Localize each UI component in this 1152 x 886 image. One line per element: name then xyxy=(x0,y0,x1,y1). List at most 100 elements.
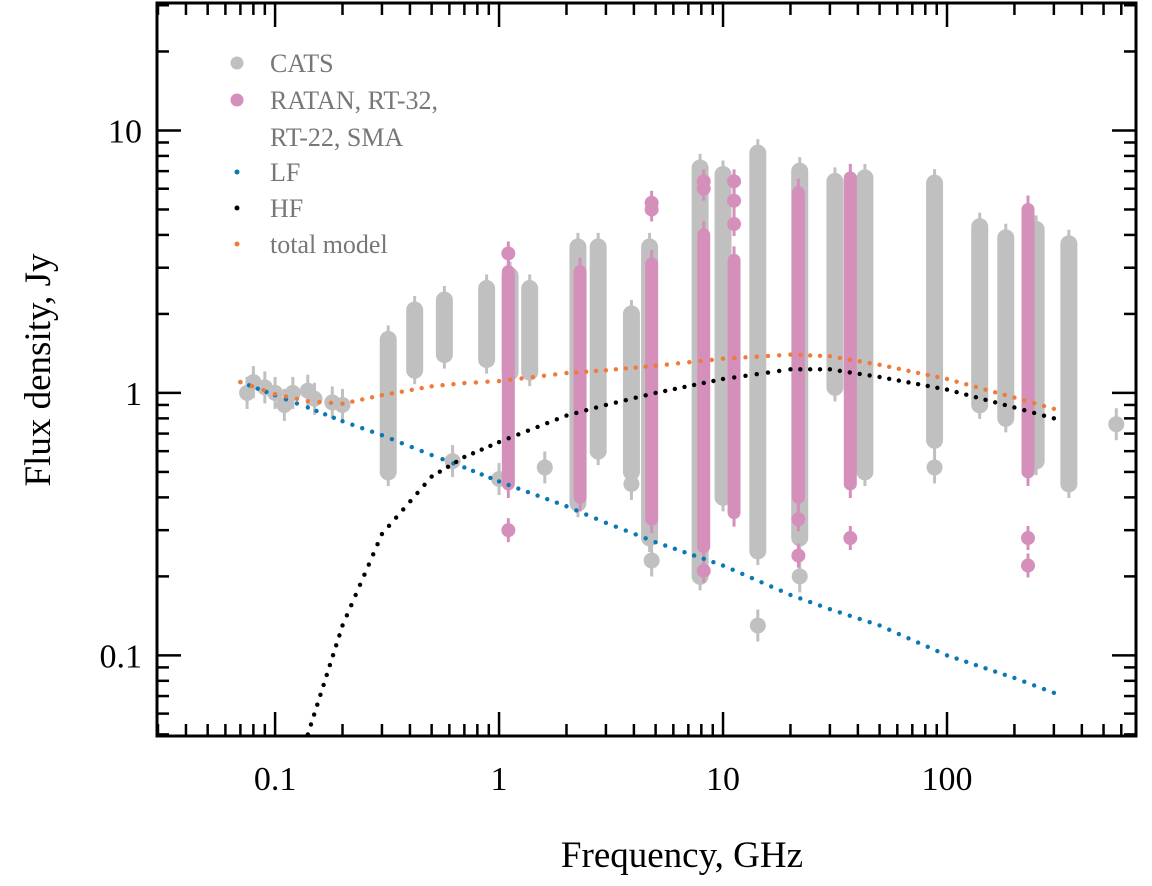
y-axis-label: Flux density, Jy xyxy=(18,253,59,486)
ratan-point xyxy=(727,193,742,208)
lf-model-point xyxy=(331,415,337,421)
hf-model-point xyxy=(357,582,363,588)
lf-model-point xyxy=(294,401,300,406)
lf-model-point xyxy=(798,596,803,601)
lf-model-point xyxy=(440,456,445,462)
lf-model-point xyxy=(419,448,424,454)
hf-model-point xyxy=(415,490,420,496)
hf-model-point xyxy=(1041,413,1047,418)
ratan-point xyxy=(727,174,742,189)
total-model-point xyxy=(867,360,872,366)
lf-model-point xyxy=(711,559,716,565)
total-model-point xyxy=(584,369,589,374)
cats-point xyxy=(276,396,293,413)
lf-model-point xyxy=(584,512,589,517)
lf-model-point xyxy=(827,606,833,612)
hf-model-point xyxy=(315,702,320,707)
hf-model-point xyxy=(437,469,443,474)
y-tick-label: 1 xyxy=(125,376,142,413)
hf-model-point xyxy=(867,373,872,378)
total-model-point xyxy=(541,373,547,378)
hf-model-point xyxy=(827,367,833,372)
lf-model-point xyxy=(877,623,882,628)
cats-point xyxy=(1108,416,1125,433)
ratan-point xyxy=(696,181,711,196)
total-model-point xyxy=(429,384,434,389)
hf-model-point xyxy=(983,397,988,403)
lf-model-point xyxy=(691,553,697,558)
hf-model-point xyxy=(349,602,354,608)
total-model-point xyxy=(249,383,255,389)
ratan-point xyxy=(696,563,711,578)
lf-model-point xyxy=(857,616,862,622)
hf-model-point xyxy=(973,395,979,400)
cats-point xyxy=(306,390,323,407)
hf-model-point xyxy=(925,383,930,389)
total-model-point xyxy=(369,395,375,400)
total-model-point xyxy=(675,361,681,366)
lf-model-point xyxy=(350,422,355,427)
hf-model-point xyxy=(311,712,317,717)
lf-model-point xyxy=(1041,686,1047,692)
hf-model-point xyxy=(337,633,342,638)
lf-model-point xyxy=(915,640,921,645)
hf-model-point xyxy=(603,402,609,408)
lf-model-point xyxy=(701,556,706,562)
lf-model-point xyxy=(623,528,628,533)
hf-model-point xyxy=(453,459,459,465)
hf-model-point xyxy=(653,390,658,396)
hf-model-point xyxy=(633,395,638,400)
total-model-point xyxy=(1041,403,1047,409)
hf-model-point xyxy=(593,405,599,410)
lf-model-point xyxy=(525,489,531,495)
lf-model-point xyxy=(369,429,375,434)
lf-model-point xyxy=(545,496,550,502)
x-tick-label: 1 xyxy=(491,761,508,798)
legend-label-hf: HF xyxy=(270,194,303,223)
hf-model-point xyxy=(623,397,628,403)
lf-model-point xyxy=(682,549,687,555)
lf-model-point xyxy=(847,613,852,618)
ratan-point xyxy=(843,531,858,546)
lf-model-point xyxy=(935,648,940,654)
hf-model-point xyxy=(992,400,998,405)
hf-model-point xyxy=(935,385,940,390)
total-model-point xyxy=(633,365,638,370)
ratan-point xyxy=(501,523,516,538)
lf-model-point xyxy=(925,644,930,650)
lf-model-point xyxy=(768,584,774,589)
lf-model-point xyxy=(554,500,560,505)
total-model-point xyxy=(887,364,892,370)
hf-model-point xyxy=(798,367,803,372)
hf-model-point xyxy=(422,482,427,487)
lf-model-point xyxy=(759,580,764,585)
x-tick-label: 10 xyxy=(706,761,740,798)
total-model-point xyxy=(485,379,490,384)
hf-model-point xyxy=(663,388,668,394)
hf-model-point xyxy=(327,662,333,668)
lf-model-point xyxy=(1051,690,1057,696)
y-tick-label: 10 xyxy=(108,113,142,150)
lf-model-point xyxy=(314,408,319,414)
lf-model-point xyxy=(593,516,599,521)
lf-model-point xyxy=(488,475,493,481)
hf-model-point xyxy=(807,367,813,372)
hf-model-point xyxy=(445,464,451,469)
total-model-point xyxy=(877,362,882,367)
hf-model-point xyxy=(743,373,748,378)
total-model-point xyxy=(593,368,599,374)
total-model-point xyxy=(992,390,998,395)
total-model-point xyxy=(643,364,648,369)
lf-model-point xyxy=(672,546,678,552)
lf-model-point xyxy=(535,493,540,498)
legend-marker-total xyxy=(234,241,240,247)
total-model-point xyxy=(954,379,959,384)
total-model-point xyxy=(603,368,609,373)
lf-model-point xyxy=(663,543,668,548)
hf-model-point xyxy=(462,454,467,460)
hf-model-point xyxy=(877,374,882,380)
total-model-point xyxy=(294,396,300,402)
lf-model-point xyxy=(1031,683,1037,688)
y-tick-label: 0.1 xyxy=(100,638,143,675)
